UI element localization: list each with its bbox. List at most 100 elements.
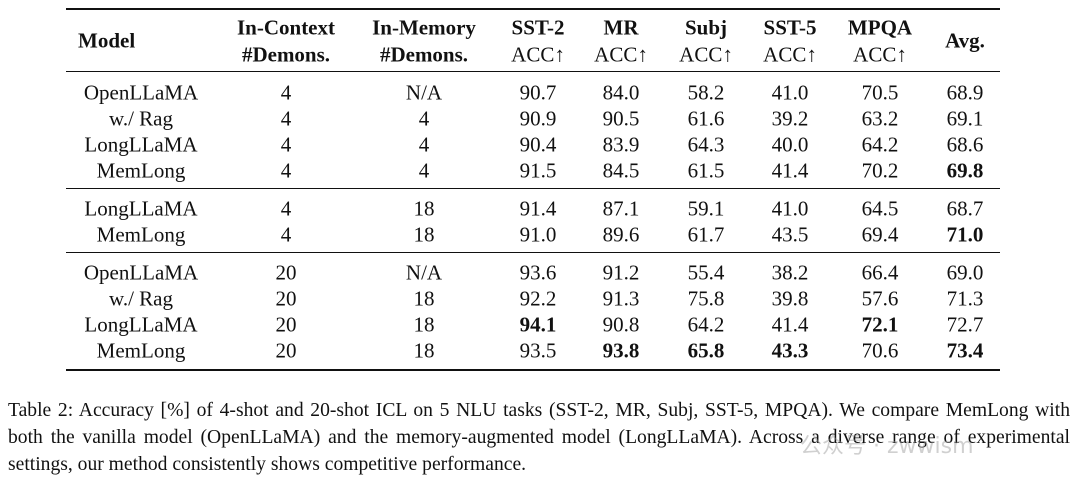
cell: 64.3 — [687, 132, 725, 157]
cell: 4 — [280, 158, 292, 183]
model-name: LongLLaMA — [84, 132, 198, 157]
cell: 20 — [275, 260, 297, 285]
cell: 41.0 — [771, 80, 809, 105]
cell: 90.4 — [519, 132, 557, 157]
cell: 90.8 — [602, 312, 640, 337]
cell: 39.8 — [771, 286, 809, 311]
cell: 69.4 — [861, 222, 899, 247]
cell: 90.9 — [519, 106, 557, 131]
cell: 64.5 — [861, 196, 899, 221]
cell: 4 — [418, 106, 430, 131]
model-name: w./ Rag — [109, 286, 173, 311]
model-name: LongLLaMA — [84, 196, 198, 221]
mid-rule — [66, 71, 1000, 72]
cell: 68.9 — [946, 80, 984, 105]
group-rule — [66, 252, 1000, 253]
cell: 63.2 — [861, 106, 899, 131]
group-rule — [66, 188, 1000, 189]
cell: 55.4 — [687, 260, 725, 285]
cell: 4 — [280, 80, 292, 105]
cell: 41.0 — [771, 196, 809, 221]
cell: 71.0 — [946, 222, 984, 247]
cell: 18 — [413, 222, 435, 247]
cell: 91.3 — [602, 286, 640, 311]
model-name: w./ Rag — [109, 106, 173, 131]
cell: 4 — [280, 222, 292, 247]
cell: 18 — [413, 338, 435, 363]
cell: 64.2 — [861, 132, 899, 157]
cell: 93.5 — [519, 338, 557, 363]
cell: 20 — [275, 312, 297, 337]
cell: N/A — [405, 80, 443, 105]
cell: 89.6 — [602, 222, 640, 247]
cell: 41.4 — [771, 158, 809, 183]
watermark: 公众号 · zwwism — [800, 434, 974, 459]
cell: 90.7 — [519, 80, 557, 105]
model-name: OpenLLaMA — [83, 80, 199, 105]
cell: 4 — [418, 158, 430, 183]
cell: 94.1 — [519, 312, 557, 337]
header-cell: Model — [78, 28, 136, 53]
cell: 43.5 — [771, 222, 809, 247]
cell: 84.0 — [602, 80, 640, 105]
cell: 70.5 — [861, 80, 899, 105]
cell: 75.8 — [687, 286, 725, 311]
model-name: OpenLLaMA — [83, 260, 199, 285]
header-cell: ACC↑ — [679, 42, 733, 67]
cell: 64.2 — [687, 312, 725, 337]
header-cell: Avg. — [945, 28, 985, 53]
cell: 91.2 — [602, 260, 640, 285]
cell: 69.0 — [946, 260, 984, 285]
cell: 83.9 — [602, 132, 640, 157]
header-cell: #Demons. — [241, 42, 331, 67]
model-name: MemLong — [96, 158, 186, 183]
model-name: MemLong — [96, 222, 186, 247]
cell: 4 — [280, 106, 292, 131]
cell: 90.5 — [602, 106, 640, 131]
header-cell: MR — [603, 15, 639, 40]
cell: N/A — [405, 260, 443, 285]
cell: 20 — [275, 338, 297, 363]
header-cell: ACC↑ — [594, 42, 648, 67]
header-cell: ACC↑ — [511, 42, 565, 67]
cell: 68.6 — [946, 132, 984, 157]
cell: 69.1 — [946, 106, 984, 131]
cell: 58.2 — [687, 80, 725, 105]
cell: 92.2 — [519, 286, 557, 311]
cell: 93.8 — [602, 338, 640, 363]
cell: 4 — [280, 196, 292, 221]
cell: 70.2 — [861, 158, 899, 183]
cell: 91.0 — [519, 222, 557, 247]
header-cell: SST-2 — [511, 15, 565, 40]
cell: 61.6 — [687, 106, 725, 131]
cell: 66.4 — [861, 260, 899, 285]
cell: 61.7 — [687, 222, 725, 247]
cell: 39.2 — [771, 106, 809, 131]
cell: 69.8 — [946, 158, 984, 183]
model-name: LongLLaMA — [84, 312, 198, 337]
cell: 61.5 — [687, 158, 725, 183]
cell: 18 — [413, 286, 435, 311]
cell: 70.6 — [861, 338, 899, 363]
cell: 43.3 — [771, 338, 809, 363]
cell: 73.4 — [946, 338, 984, 363]
cell: 71.3 — [946, 286, 984, 311]
header-cell: In-Memory — [372, 15, 476, 40]
cell: 4 — [418, 132, 430, 157]
cell: 68.7 — [946, 196, 984, 221]
bottom-rule — [66, 369, 1000, 371]
header-cell: In-Context — [237, 15, 335, 40]
header-cell: ACC↑ — [763, 42, 817, 67]
cell: 18 — [413, 312, 435, 337]
header-cell: ACC↑ — [853, 42, 907, 67]
cell: 38.2 — [771, 260, 809, 285]
model-name: MemLong — [96, 338, 186, 363]
header-cell: SST-5 — [763, 15, 817, 40]
cell: 4 — [280, 132, 292, 157]
header-cell: Subj — [684, 15, 728, 40]
header-cell: #Demons. — [379, 42, 469, 67]
cell: 84.5 — [602, 158, 640, 183]
cell: 72.1 — [861, 312, 899, 337]
cell: 91.5 — [519, 158, 557, 183]
